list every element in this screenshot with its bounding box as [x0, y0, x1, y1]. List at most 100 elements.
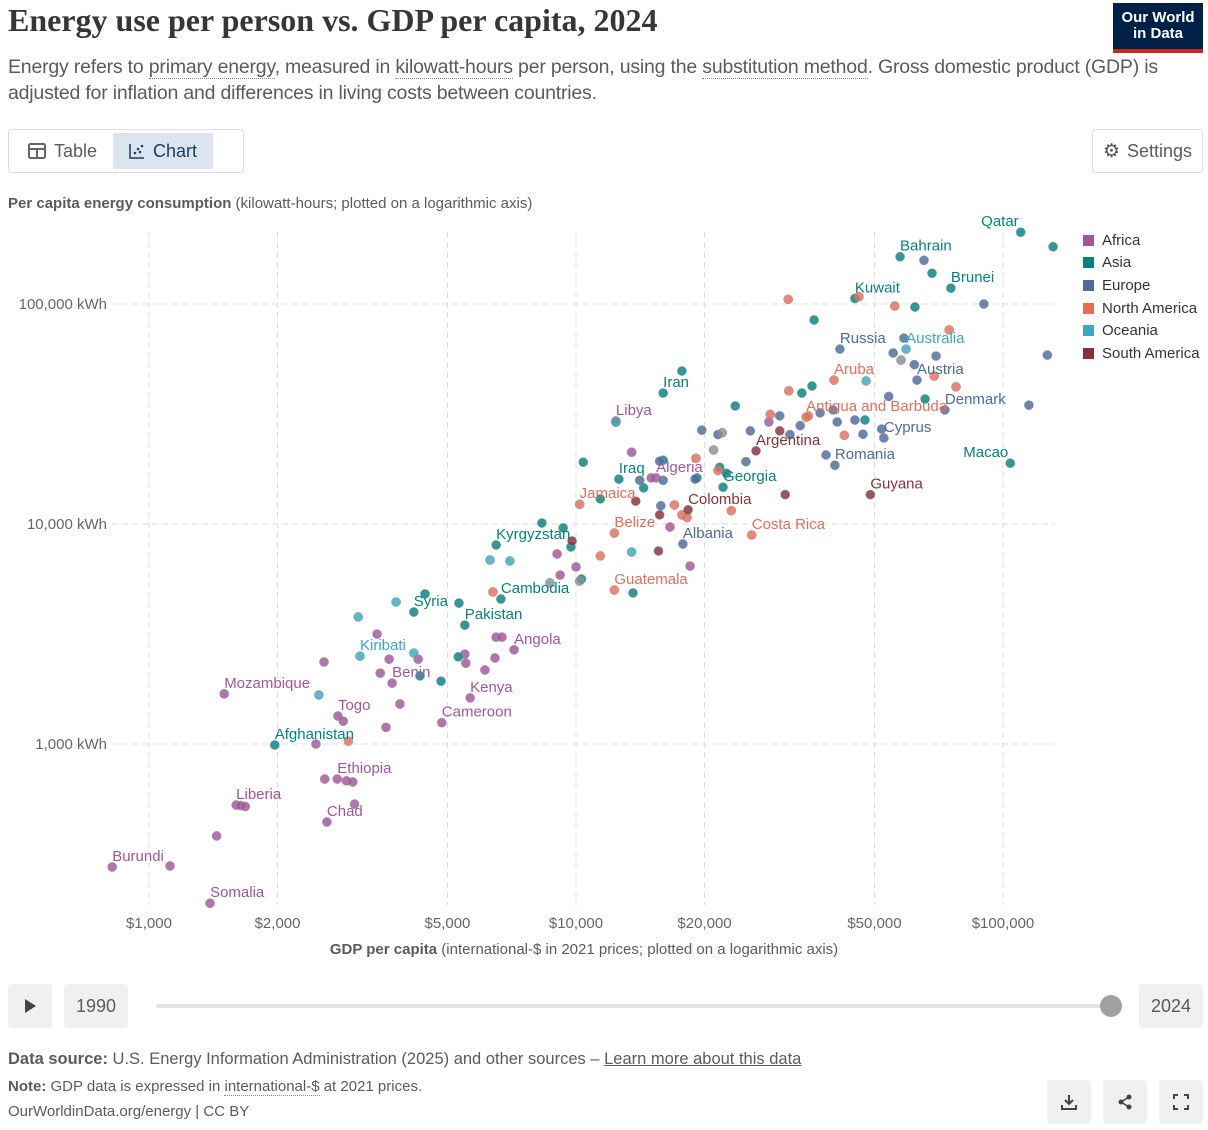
share-icon: [1118, 1094, 1132, 1110]
data-point: [465, 693, 475, 703]
data-point: [391, 597, 401, 607]
international-dollar-link[interactable]: international-$: [224, 1078, 320, 1096]
data-point: [717, 427, 728, 438]
data-point: [555, 570, 565, 580]
legend-item[interactable]: North America: [1083, 297, 1200, 320]
data-point: [453, 651, 464, 662]
data-point: [899, 333, 909, 343]
legend-label: Oceania: [1102, 322, 1158, 340]
data-point: [653, 546, 664, 556]
data-point: [746, 530, 757, 540]
data-point: [219, 689, 230, 699]
legend-item[interactable]: South America: [1083, 342, 1200, 365]
data-point: [920, 394, 930, 404]
data-point: [927, 268, 937, 279]
download-button[interactable]: [1047, 1080, 1091, 1124]
data-point: [460, 658, 471, 669]
data-point: [436, 717, 447, 728]
data-point: [205, 898, 215, 909]
data-point: [940, 405, 950, 415]
credit[interactable]: OurWorldinData.org/energy | CC BY: [8, 1103, 250, 1120]
point-label: Denmark: [945, 391, 1006, 408]
data-point: [658, 475, 669, 486]
x-tick-label: $50,000: [847, 915, 901, 932]
legend-label: South America: [1102, 344, 1200, 362]
data-point: [384, 654, 394, 665]
legend-swatch: [1083, 257, 1094, 269]
legend-item[interactable]: Europe: [1083, 274, 1200, 297]
data-point: [408, 607, 419, 617]
data-point: [839, 430, 850, 441]
legend-label: Africa: [1102, 231, 1141, 249]
data-point: [574, 576, 585, 586]
data-point: [459, 620, 470, 630]
legend-label: Europe: [1102, 276, 1151, 294]
settings-button[interactable]: ⚙ Settings: [1092, 129, 1203, 173]
x-axis-label: GDP per capita (international-$ in 2021 …: [0, 941, 1168, 958]
fullscreen-button[interactable]: [1159, 1080, 1203, 1124]
point-label: Cyprus: [884, 419, 932, 436]
data-point: [861, 376, 871, 386]
data-point: [858, 429, 868, 440]
learn-more-link[interactable]: Learn more about this data: [604, 1050, 802, 1068]
data-point: [979, 299, 989, 309]
timeline-end-year[interactable]: 2024: [1139, 984, 1203, 1028]
legend-item[interactable]: Africa: [1083, 229, 1200, 252]
owid-logo[interactable]: Our World in Data: [1113, 3, 1203, 53]
tab-table[interactable]: Table: [12, 133, 113, 169]
timeline-slider[interactable]: [156, 995, 1122, 1017]
data-point: [909, 359, 920, 370]
data-point: [107, 862, 118, 872]
tab-chart[interactable]: Chart: [113, 133, 214, 169]
point-label: Austria: [917, 361, 964, 378]
data-point: [372, 629, 382, 639]
point-label: Afghanistan: [275, 726, 354, 743]
note-text: at 2021 prices.: [319, 1078, 423, 1095]
scatter-plot: $1,000 $2,000 $5,000 $10,000 $20,000 $50,000 $…: [19, 213, 1058, 932]
source-label: Data source:: [8, 1050, 108, 1068]
data-point: [558, 523, 568, 533]
point-label: Aruba: [834, 361, 875, 378]
data-point: [545, 578, 555, 588]
data-point: [609, 585, 620, 595]
primary-energy-link[interactable]: primary energy: [148, 56, 275, 79]
data-point: [552, 549, 562, 559]
data-point: [614, 474, 624, 484]
data-point: [485, 555, 495, 565]
point-label: Costa Rica: [752, 516, 826, 533]
point-label: Guatemala: [614, 571, 688, 588]
data-point: [783, 294, 794, 305]
data-point: [910, 302, 920, 312]
point-label: Togo: [338, 697, 371, 714]
timeline-handle[interactable]: [1100, 995, 1122, 1017]
data-point: [415, 671, 425, 681]
data-point: [355, 651, 365, 661]
source-text: U.S. Energy Information Administration (…: [107, 1050, 605, 1068]
substitution-method-link[interactable]: substitution method: [702, 56, 868, 79]
data-point: [349, 799, 360, 809]
subtitle-text: Energy refers to: [8, 56, 149, 78]
data-point: [726, 505, 737, 516]
data-point: [774, 411, 785, 421]
data-point: [480, 665, 490, 675]
share-button[interactable]: [1103, 1080, 1147, 1124]
data-point: [654, 456, 665, 467]
note-text: GDP data is expressed in: [46, 1078, 225, 1095]
data-point: [809, 315, 819, 325]
kilowatt-hours-link[interactable]: kilowatt-hours: [395, 56, 513, 79]
data-point: [850, 415, 860, 425]
play-button[interactable]: [8, 984, 52, 1028]
point-label: Syria: [414, 593, 449, 610]
legend-item[interactable]: Oceania: [1083, 319, 1200, 342]
point-label: Algeria: [656, 459, 703, 476]
data-point: [1042, 350, 1053, 360]
data-point: [319, 657, 329, 667]
data-point: [1015, 227, 1026, 238]
data-point: [829, 375, 839, 385]
timeline-start-year[interactable]: 1990: [64, 984, 128, 1028]
data-point: [828, 405, 838, 415]
legend-item[interactable]: Asia: [1083, 252, 1200, 275]
data-point: [860, 415, 870, 425]
point-label: Australia: [906, 330, 965, 347]
data-point: [741, 456, 751, 467]
